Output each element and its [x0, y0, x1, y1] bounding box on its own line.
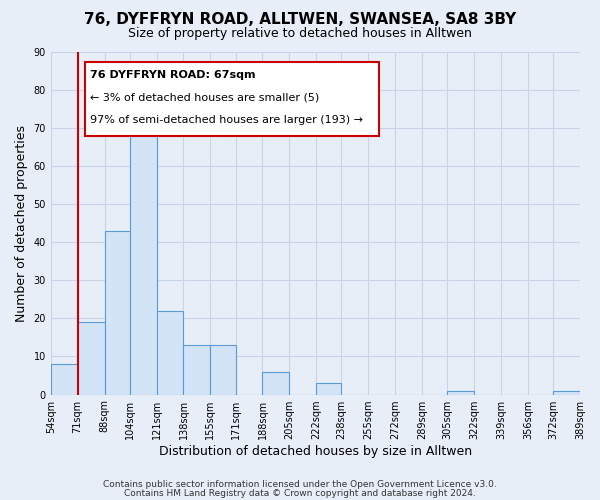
Bar: [157, 310, 184, 394]
Bar: [51, 364, 77, 394]
Bar: [211, 345, 236, 395]
Text: Contains HM Land Registry data © Crown copyright and database right 2024.: Contains HM Land Registry data © Crown c…: [124, 488, 476, 498]
Bar: [448, 391, 474, 394]
Y-axis label: Number of detached properties: Number of detached properties: [15, 124, 28, 322]
Text: ← 3% of detached houses are smaller (5): ← 3% of detached houses are smaller (5): [91, 92, 320, 102]
Text: 76 DYFFRYN ROAD: 67sqm: 76 DYFFRYN ROAD: 67sqm: [91, 70, 256, 81]
Text: Size of property relative to detached houses in Alltwen: Size of property relative to detached ho…: [128, 28, 472, 40]
FancyBboxPatch shape: [85, 62, 379, 136]
Text: Contains public sector information licensed under the Open Government Licence v3: Contains public sector information licen…: [103, 480, 497, 489]
Bar: [184, 345, 211, 395]
Text: 76, DYFFRYN ROAD, ALLTWEN, SWANSEA, SA8 3BY: 76, DYFFRYN ROAD, ALLTWEN, SWANSEA, SA8 …: [84, 12, 516, 28]
Bar: [104, 230, 130, 394]
Bar: [262, 372, 289, 394]
Bar: [316, 383, 341, 394]
Bar: [553, 391, 580, 394]
Text: 97% of semi-detached houses are larger (193) →: 97% of semi-detached houses are larger (…: [91, 115, 364, 125]
Bar: [77, 322, 104, 394]
Bar: [130, 136, 157, 394]
X-axis label: Distribution of detached houses by size in Alltwen: Distribution of detached houses by size …: [159, 444, 472, 458]
